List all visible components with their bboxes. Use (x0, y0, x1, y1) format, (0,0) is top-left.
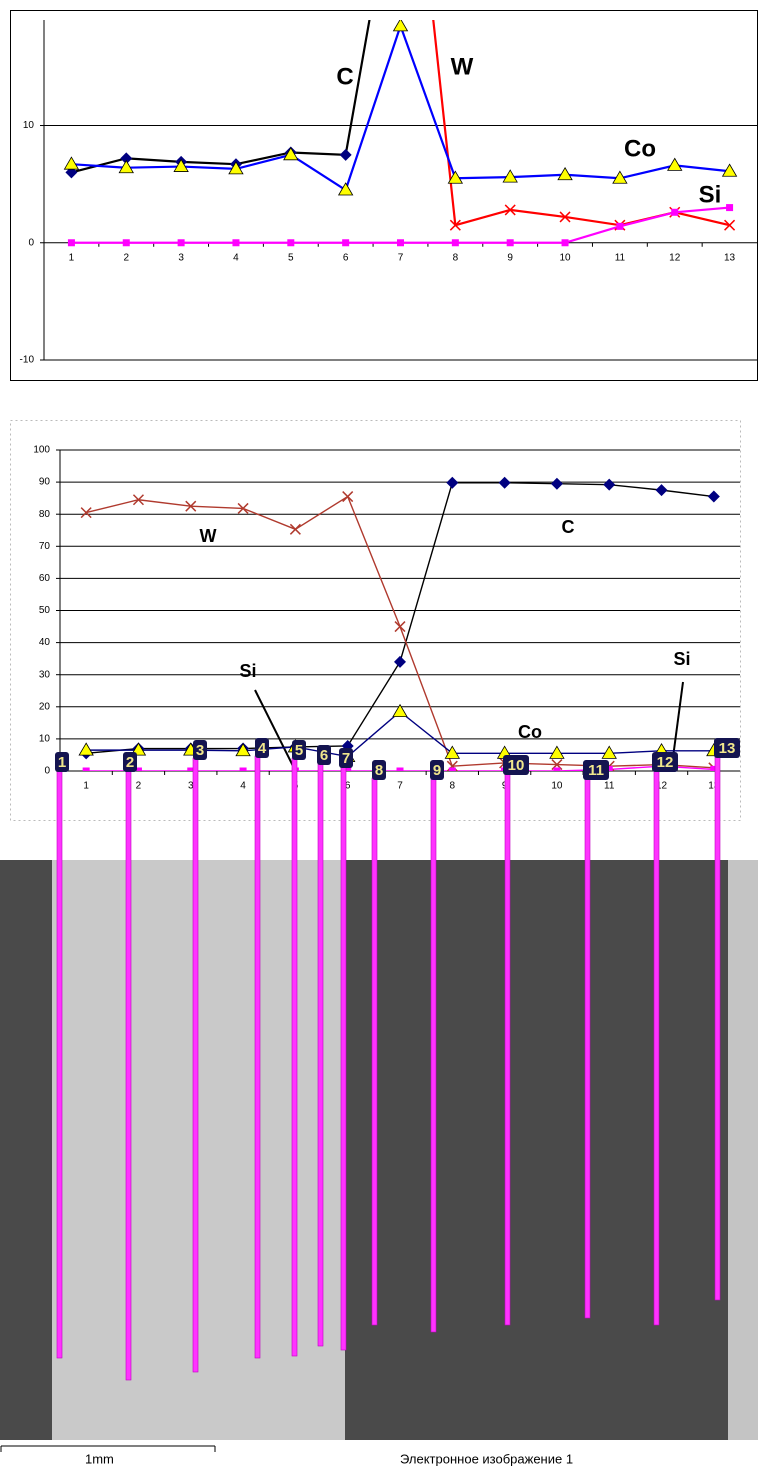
data-point (726, 204, 733, 211)
y-tick-label: 100 (33, 445, 50, 456)
data-point (452, 239, 459, 246)
light-phase (52, 860, 345, 1440)
data-point (397, 239, 404, 246)
y-tick-label: 90 (39, 477, 51, 488)
point-label: 3 (196, 742, 204, 759)
x-tick-label: 13 (724, 252, 736, 263)
point-label: 4 (258, 740, 267, 757)
x-tick-label: 8 (450, 781, 456, 792)
scale-label: 1mm (85, 1451, 114, 1466)
y-tick-label: 30 (39, 669, 51, 680)
point-label: 13 (719, 740, 736, 757)
series-label: Si (239, 661, 256, 681)
profile-line (126, 770, 131, 1380)
point-label: 11 (588, 762, 604, 779)
x-tick-label: 3 (178, 252, 184, 263)
x-tick-label: 9 (507, 252, 513, 263)
y-tick-label: 10 (23, 120, 35, 131)
point-label: 7 (342, 750, 350, 767)
y-tick-label: 0 (44, 766, 50, 777)
micrograph (0, 860, 758, 1440)
data-point (507, 239, 514, 246)
y-tick-label: 0 (28, 237, 34, 248)
data-point (123, 239, 130, 246)
data-point (287, 239, 294, 246)
y-tick-label: 40 (39, 637, 51, 648)
series-label: C (336, 63, 353, 90)
profile-line (255, 756, 260, 1358)
y-tick-label: 80 (39, 509, 51, 520)
series-label: Co (624, 135, 656, 162)
light-phase (728, 860, 758, 1440)
profile-line (341, 766, 346, 1350)
profile-line (431, 778, 436, 1332)
caption: Электронное изображение 1 (400, 1451, 573, 1466)
profile-line (193, 758, 198, 1372)
point-label: 2 (126, 754, 134, 771)
data-point (232, 239, 239, 246)
series-label: C (562, 517, 575, 537)
point-label: 9 (433, 762, 441, 779)
point-label: 10 (508, 757, 525, 774)
data-point (616, 223, 623, 230)
point-label: 6 (320, 747, 328, 764)
data-point (562, 239, 569, 246)
x-tick-label: 11 (615, 252, 626, 263)
x-tick-label: 8 (453, 252, 459, 263)
chart-frame (11, 11, 758, 381)
y-tick-label: -10 (20, 355, 35, 366)
data-point (178, 239, 185, 246)
profile-line (585, 778, 590, 1318)
x-tick-label: 10 (559, 252, 571, 263)
y-tick-label: 70 (39, 541, 51, 552)
profile-line (505, 773, 510, 1325)
profile-line (372, 778, 377, 1325)
point-label: 5 (295, 742, 303, 759)
series-label: W (451, 53, 474, 80)
profile-line (57, 770, 62, 1358)
series-label: Si (699, 181, 722, 208)
x-tick-label: 5 (288, 252, 294, 263)
profile-line (292, 758, 297, 1356)
data-point (342, 239, 349, 246)
x-tick-label: 7 (397, 781, 403, 792)
x-tick-label: 4 (240, 781, 246, 792)
profile-line (318, 763, 323, 1346)
x-tick-label: 2 (136, 781, 142, 792)
x-tick-label: 1 (83, 781, 89, 792)
x-tick-label: 1 (69, 252, 75, 263)
point-label: 8 (375, 762, 383, 779)
point-label: 12 (657, 754, 674, 771)
data-point (671, 209, 678, 216)
x-tick-label: 4 (233, 252, 239, 263)
y-tick-label: 50 (39, 605, 51, 616)
profile-line (715, 756, 720, 1300)
series-label: Si (673, 649, 690, 669)
x-tick-label: 10 (551, 781, 563, 792)
x-tick-label: 11 (604, 781, 615, 792)
point-label: 1 (58, 754, 66, 771)
x-tick-label: 6 (343, 252, 349, 263)
y-tick-label: 10 (39, 734, 51, 745)
profile-line (654, 770, 659, 1325)
x-tick-label: 12 (669, 252, 681, 263)
page: 1mm Электронное изображение 1 -100101234… (0, 0, 758, 1468)
series-label: W (200, 526, 217, 546)
y-tick-label: 60 (39, 573, 51, 584)
x-tick-label: 7 (398, 252, 404, 263)
data-point (68, 239, 75, 246)
x-tick-label: 2 (123, 252, 129, 263)
y-tick-label: 20 (39, 701, 51, 712)
series-label: Co (518, 722, 542, 742)
